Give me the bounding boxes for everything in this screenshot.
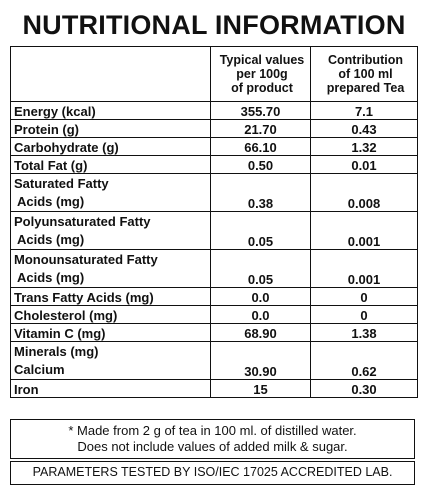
page-title: NUTRITIONAL INFORMATION <box>22 10 406 40</box>
nutrient-label: Monounsaturated Fatty Acids (mg) <box>10 249 211 288</box>
value-per-100g: 0.05 <box>210 211 311 250</box>
value-per-100ml: 7.1 <box>310 101 418 120</box>
nutrient-label: Trans Fatty Acids (mg) <box>10 287 211 306</box>
nutrient-label: Energy (kcal) <box>10 101 211 120</box>
table-row: Protein (g) 21.70 0.43 <box>10 119 418 138</box>
nutrition-table: Typical values per 100g of product Contr… <box>10 46 418 398</box>
table-row: Monounsaturated Fatty Acids (mg) 0.05 0.001 <box>10 249 418 288</box>
lab-notice: PARAMETERS TESTED BY ISO/IEC 17025 ACCRE… <box>10 461 415 485</box>
value-per-100ml: 1.32 <box>310 137 418 156</box>
nutrient-label: Minerals (mg) Calcium <box>10 341 211 380</box>
nutrient-label-line: Total Fat (g) <box>14 158 88 173</box>
nutrient-label-line: Acids (mg) <box>17 194 85 209</box>
value-per-100g: 0.0 <box>210 305 311 324</box>
nutrient-label-line: Vitamin C (mg) <box>14 326 106 341</box>
table-row: Polyunsaturated Fatty Acids (mg) 0.05 0.001 <box>10 211 418 250</box>
header-cell-per-100ml: Contribution of 100 ml prepared Tea <box>310 46 418 102</box>
nutrient-label: Vitamin C (mg) <box>10 323 211 342</box>
header-line: of product <box>231 81 293 95</box>
table-row: Carbohydrate (g) 66.10 1.32 <box>10 137 418 156</box>
header-line: Typical values <box>219 53 305 67</box>
nutrient-label-line: Calcium <box>14 362 65 377</box>
nutrient-label: Protein (g) <box>10 119 211 138</box>
value-per-100ml: 0 <box>310 305 418 324</box>
nutrient-label-line: Minerals (mg) <box>14 344 99 359</box>
nutrient-label-line: Carbohydrate (g) <box>14 140 119 155</box>
table-row: Energy (kcal) 355.70 7.1 <box>10 101 418 120</box>
nutrient-label-line: Acids (mg) <box>17 232 85 247</box>
value-per-100g: 68.90 <box>210 323 311 342</box>
header-cell-per-100g: Typical values per 100g of product <box>210 46 311 102</box>
value-per-100ml: 0.43 <box>310 119 418 138</box>
value-per-100ml: 0.008 <box>310 173 418 212</box>
table-row: Saturated Fatty Acids (mg) 0.38 0.008 <box>10 173 418 212</box>
nutrient-label-line: Acids (mg) <box>17 270 85 285</box>
value-per-100g: 66.10 <box>210 137 311 156</box>
nutrient-label-line: Saturated Fatty <box>14 176 109 191</box>
nutrient-label-line: Cholesterol (mg) <box>14 308 118 323</box>
table-row: Total Fat (g) 0.50 0.01 <box>10 155 418 174</box>
table-row: Iron 15 0.30 <box>10 379 418 398</box>
nutrient-label-line: Monounsaturated Fatty <box>14 252 158 267</box>
nutrient-label-line: Polyunsaturated Fatty <box>14 214 151 229</box>
note-line: Does not include values of added milk & … <box>77 439 348 454</box>
nutrient-label-line: Protein (g) <box>14 122 79 137</box>
nutrient-label: Total Fat (g) <box>10 155 211 174</box>
value-per-100ml: 1.38 <box>310 323 418 342</box>
value-per-100g: 15 <box>210 379 311 398</box>
nutrient-label: Cholesterol (mg) <box>10 305 211 324</box>
nutrient-label-line: Energy (kcal) <box>14 104 96 119</box>
value-per-100g: 0.50 <box>210 155 311 174</box>
table-header-row: Typical values per 100g of product Contr… <box>10 46 418 102</box>
value-per-100g: 0.38 <box>210 173 311 212</box>
preparation-note: * Made from 2 g of tea in 100 ml. of dis… <box>10 419 415 459</box>
value-per-100ml: 0.001 <box>310 211 418 250</box>
nutrient-label: Saturated Fatty Acids (mg) <box>10 173 211 212</box>
value-per-100ml: 0.001 <box>310 249 418 288</box>
value-per-100ml: 0 <box>310 287 418 306</box>
value-per-100g: 355.70 <box>210 101 311 120</box>
table-row: Vitamin C (mg) 68.90 1.38 <box>10 323 418 342</box>
value-per-100ml: 0.01 <box>310 155 418 174</box>
header-line: prepared Tea <box>326 81 405 95</box>
value-per-100g: 0.05 <box>210 249 311 288</box>
nutrient-label: Carbohydrate (g) <box>10 137 211 156</box>
header-cell-nutrient <box>10 46 211 102</box>
value-per-100g: 0.0 <box>210 287 311 306</box>
header-line: per 100g <box>236 67 288 81</box>
note-line: * Made from 2 g of tea in 100 ml. of dis… <box>68 423 357 438</box>
value-per-100ml: 0.62 <box>310 341 418 380</box>
table-row: Trans Fatty Acids (mg) 0.0 0 <box>10 287 418 306</box>
header-line: of 100 ml <box>338 67 393 81</box>
table-row: Cholesterol (mg) 0.0 0 <box>10 305 418 324</box>
value-per-100g: 21.70 <box>210 119 311 138</box>
header-line: Contribution <box>328 53 403 67</box>
nutrient-label-line: Trans Fatty Acids (mg) <box>14 290 154 305</box>
nutrient-label: Iron <box>10 379 211 398</box>
nutrient-label: Polyunsaturated Fatty Acids (mg) <box>10 211 211 250</box>
nutrient-label-line: Iron <box>14 382 39 397</box>
value-per-100g: 30.90 <box>210 341 311 380</box>
table-row: Minerals (mg) Calcium 30.90 0.62 <box>10 341 418 380</box>
value-per-100ml: 0.30 <box>310 379 418 398</box>
